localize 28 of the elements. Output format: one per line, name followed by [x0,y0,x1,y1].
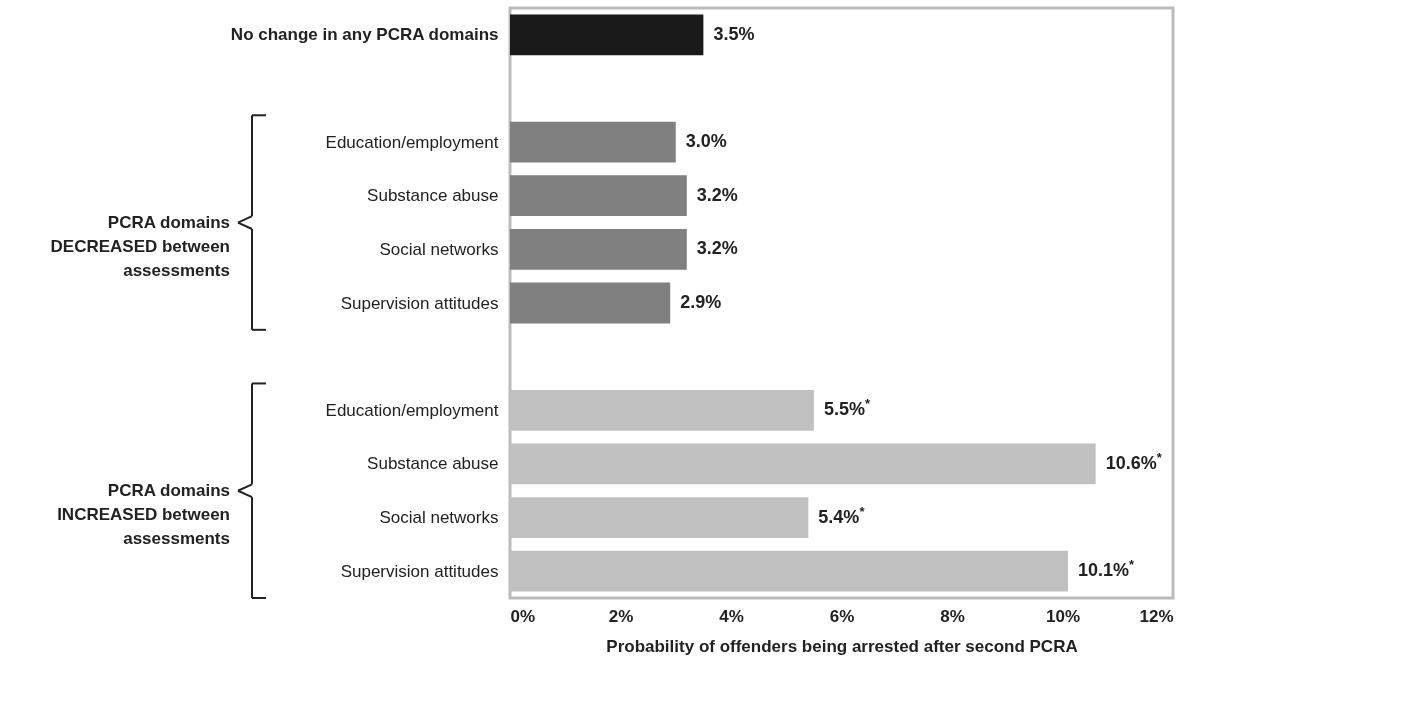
data-label: 2.9% [680,292,722,312]
data-label: 3.2% [696,184,738,205]
x-tick-label: 4% [719,606,744,626]
y-tick-label: Supervision attitudes [340,561,499,581]
data-label: 5.4%$^{*}$ [818,503,866,527]
x-tick-label: 6% [829,606,855,626]
y-tick-label: Social networks [379,508,499,528]
data-label: 3.5% [713,23,755,44]
y-tick-label: Supervision attitudes [340,293,499,313]
y-tick-label: Social networks [379,239,499,259]
x-tick-label: 10% [1045,606,1081,626]
x-axis-title: Probability of offenders being arrested after second PCRA [606,636,1078,656]
data-label: 10.1%$^{*}$ [1078,556,1136,581]
data-label: 3.2% [696,238,738,259]
x-tick-label: 0% [510,606,536,626]
x-tick-label: 8% [940,606,965,626]
y-tick-label: Education/employment [325,132,499,152]
data-label: 5.5%$^{*}$ [823,395,871,420]
y-tick-label: Substance abuse [367,454,499,474]
data-label: 10.6%$^{*}$ [1105,449,1163,473]
data-label: 3.0% [685,131,727,152]
y-tick-label: No change in any PCRA domains [230,25,499,45]
text: PCRA domains DECREASED between assessments [50,212,230,280]
y-tick-label: Education/employment [325,400,499,420]
x-tick-label: 2% [608,606,634,626]
x-tick-label: 12% [1139,606,1174,626]
y-tick-label: Substance abuse [367,186,499,206]
text: PCRA domains INCREASED between assessments [57,480,230,548]
